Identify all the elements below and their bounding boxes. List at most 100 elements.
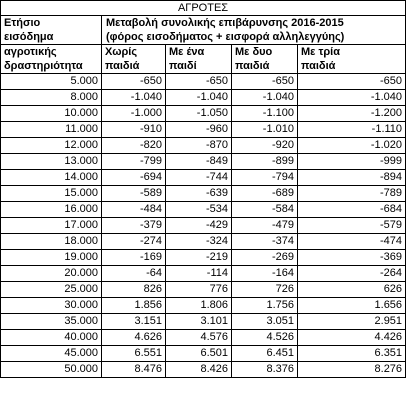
income-cell[interactable]: 8.000 bbox=[0, 89, 102, 106]
two-children-cell[interactable]: -479 bbox=[231, 217, 298, 234]
header-sub-one-child-line1[interactable]: Με ένα bbox=[165, 44, 232, 59]
header-income-line2[interactable]: εισόδημα bbox=[0, 30, 102, 45]
income-cell[interactable]: 30.000 bbox=[0, 297, 102, 314]
two-children-cell[interactable]: 1.756 bbox=[231, 297, 298, 314]
three-children-cell[interactable]: -1.110 bbox=[296, 121, 406, 138]
one-child-cell[interactable]: -870 bbox=[165, 137, 232, 154]
no-children-cell[interactable]: 1.856 bbox=[101, 297, 166, 314]
two-children-cell[interactable]: -164 bbox=[231, 265, 298, 282]
three-children-cell[interactable]: -999 bbox=[296, 153, 406, 170]
header-income-line1[interactable]: Ετήσιο bbox=[0, 15, 102, 30]
no-children-cell[interactable]: -1.000 bbox=[101, 105, 166, 122]
one-child-cell[interactable]: 776 bbox=[165, 281, 232, 298]
three-children-cell[interactable]: 2.951 bbox=[296, 313, 406, 330]
three-children-cell[interactable]: 6.351 bbox=[296, 345, 406, 362]
no-children-cell[interactable]: -820 bbox=[101, 137, 166, 154]
three-children-cell[interactable]: 626 bbox=[296, 281, 406, 298]
no-children-cell[interactable]: -589 bbox=[101, 185, 166, 202]
income-cell[interactable]: 11.000 bbox=[0, 121, 102, 138]
two-children-cell[interactable]: 6.451 bbox=[231, 345, 298, 362]
two-children-cell[interactable]: -920 bbox=[231, 137, 298, 154]
one-child-cell[interactable]: 4.576 bbox=[165, 329, 232, 346]
no-children-cell[interactable]: 8.476 bbox=[101, 361, 166, 378]
no-children-cell[interactable]: -274 bbox=[101, 233, 166, 250]
income-cell[interactable]: 35.000 bbox=[0, 313, 102, 330]
three-children-cell[interactable]: -264 bbox=[296, 265, 406, 282]
one-child-cell[interactable]: -744 bbox=[165, 169, 232, 186]
one-child-cell[interactable]: -960 bbox=[165, 121, 232, 138]
one-child-cell[interactable]: -639 bbox=[165, 185, 232, 202]
two-children-cell[interactable]: -269 bbox=[231, 249, 298, 266]
three-children-cell[interactable]: -684 bbox=[296, 201, 406, 218]
three-children-cell[interactable]: -789 bbox=[296, 185, 406, 202]
header-description-line1[interactable]: Μεταβολή συνολικής επιβάρυνσης 2016-2015 bbox=[100, 15, 406, 30]
table-title[interactable]: ΑΓΡΟΤΕΣ bbox=[0, 0, 406, 16]
two-children-cell[interactable]: -1.010 bbox=[231, 121, 298, 138]
income-cell[interactable]: 20.000 bbox=[0, 265, 102, 282]
one-child-cell[interactable]: -534 bbox=[165, 201, 232, 218]
no-children-cell[interactable]: -694 bbox=[101, 169, 166, 186]
two-children-cell[interactable]: -899 bbox=[231, 153, 298, 170]
no-children-cell[interactable]: -650 bbox=[101, 73, 166, 90]
one-child-cell[interactable]: -429 bbox=[165, 217, 232, 234]
header-sub-no-children-line2[interactable]: παιδιά bbox=[101, 59, 166, 74]
two-children-cell[interactable]: -650 bbox=[231, 73, 298, 90]
one-child-cell[interactable]: -114 bbox=[165, 265, 232, 282]
income-cell[interactable]: 45.000 bbox=[0, 345, 102, 362]
header-sub-one-child-line2[interactable]: παιδί bbox=[165, 59, 232, 74]
income-cell[interactable]: 18.000 bbox=[0, 233, 102, 250]
income-cell[interactable]: 40.000 bbox=[0, 329, 102, 346]
one-child-cell[interactable]: 1.806 bbox=[165, 297, 232, 314]
three-children-cell[interactable]: -1.040 bbox=[296, 89, 406, 106]
income-cell[interactable]: 50.000 bbox=[0, 361, 102, 378]
income-cell[interactable]: 12.000 bbox=[0, 137, 102, 154]
one-child-cell[interactable]: 6.501 bbox=[165, 345, 232, 362]
two-children-cell[interactable]: -584 bbox=[231, 201, 298, 218]
no-children-cell[interactable]: -484 bbox=[101, 201, 166, 218]
one-child-cell[interactable]: 8.426 bbox=[165, 361, 232, 378]
one-child-cell[interactable]: -1.050 bbox=[165, 105, 232, 122]
header-income-line4[interactable]: δραστηριότητα bbox=[0, 59, 102, 74]
header-sub-two-children-line1[interactable]: Με δυο bbox=[231, 44, 298, 59]
income-cell[interactable]: 10.000 bbox=[0, 105, 102, 122]
three-children-cell[interactable]: -650 bbox=[296, 73, 406, 90]
no-children-cell[interactable]: 4.626 bbox=[101, 329, 166, 346]
income-cell[interactable]: 14.000 bbox=[0, 169, 102, 186]
three-children-cell[interactable]: 4.426 bbox=[296, 329, 406, 346]
three-children-cell[interactable]: -369 bbox=[296, 249, 406, 266]
one-child-cell[interactable]: -324 bbox=[165, 233, 232, 250]
header-sub-two-children-line2[interactable]: παιδιά bbox=[231, 59, 298, 74]
income-cell[interactable]: 17.000 bbox=[0, 217, 102, 234]
header-sub-three-children-line2[interactable]: παιδιά bbox=[296, 59, 406, 74]
two-children-cell[interactable]: 8.376 bbox=[231, 361, 298, 378]
no-children-cell[interactable]: -799 bbox=[101, 153, 166, 170]
income-cell[interactable]: 16.000 bbox=[0, 201, 102, 218]
two-children-cell[interactable]: -1.040 bbox=[231, 89, 298, 106]
income-cell[interactable]: 5.000 bbox=[0, 73, 102, 90]
no-children-cell[interactable]: 6.551 bbox=[101, 345, 166, 362]
three-children-cell[interactable]: -894 bbox=[296, 169, 406, 186]
three-children-cell[interactable]: 8.276 bbox=[296, 361, 406, 378]
one-child-cell[interactable]: -219 bbox=[165, 249, 232, 266]
header-income-line3[interactable]: αγροτικής bbox=[0, 44, 102, 59]
three-children-cell[interactable]: -1.020 bbox=[296, 137, 406, 154]
income-cell[interactable]: 19.000 bbox=[0, 249, 102, 266]
no-children-cell[interactable]: 826 bbox=[101, 281, 166, 298]
no-children-cell[interactable]: -379 bbox=[101, 217, 166, 234]
two-children-cell[interactable]: -689 bbox=[231, 185, 298, 202]
one-child-cell[interactable]: -849 bbox=[165, 153, 232, 170]
income-cell[interactable]: 25.000 bbox=[0, 281, 102, 298]
two-children-cell[interactable]: -1.100 bbox=[231, 105, 298, 122]
header-sub-three-children-line1[interactable]: Με τρία bbox=[296, 44, 406, 59]
no-children-cell[interactable]: -1.040 bbox=[101, 89, 166, 106]
three-children-cell[interactable]: 1.656 bbox=[296, 297, 406, 314]
header-sub-no-children-line1[interactable]: Χωρίς bbox=[101, 44, 166, 59]
header-description-line2[interactable]: (φόρος εισοδήματος + εισφορά αλληλεγγύης… bbox=[100, 30, 406, 45]
two-children-cell[interactable]: 3.051 bbox=[231, 313, 298, 330]
no-children-cell[interactable]: -910 bbox=[101, 121, 166, 138]
income-cell[interactable]: 15.000 bbox=[0, 185, 102, 202]
one-child-cell[interactable]: -1.040 bbox=[165, 89, 232, 106]
three-children-cell[interactable]: -579 bbox=[296, 217, 406, 234]
no-children-cell[interactable]: -64 bbox=[101, 265, 166, 282]
no-children-cell[interactable]: -169 bbox=[101, 249, 166, 266]
